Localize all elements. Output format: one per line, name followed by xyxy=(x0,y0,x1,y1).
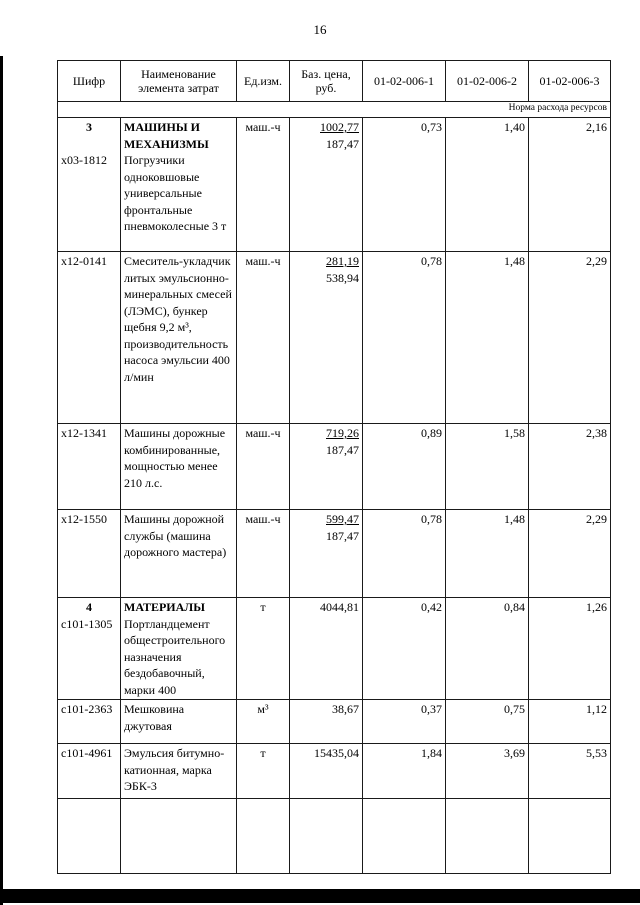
value-cell: 0,75 xyxy=(445,699,529,744)
value-cell: 0,78 xyxy=(362,509,446,598)
section-number: 3 xyxy=(86,120,92,134)
value-cell: 2,29 xyxy=(528,251,611,424)
header-row: Шифр Наименование элемента затрат Ед.изм… xyxy=(57,60,611,102)
price-cell: 4044,81 xyxy=(289,597,363,700)
price-denominator: 187,47 xyxy=(326,528,359,543)
unit-cell: маш.-ч xyxy=(236,251,290,424)
name-cell: Машины дорожной службы (машина дорожного… xyxy=(120,509,237,598)
price-cell: 38,67 xyxy=(289,699,363,744)
value-cell: 2,38 xyxy=(528,423,611,510)
value-cell: 1,12 xyxy=(528,699,611,744)
page-number: 16 xyxy=(313,22,327,37)
empty-cell xyxy=(120,798,237,874)
value-cell: 1,48 xyxy=(445,251,529,424)
value-cell: 0,42 xyxy=(362,597,446,700)
unit-cell: т xyxy=(236,597,290,700)
value-cell: 1,48 xyxy=(445,509,529,598)
scan-artifact-bottom xyxy=(0,889,640,903)
price-cell: 281,19 538,94 xyxy=(289,251,363,424)
section-title: МАШИНЫ И МЕХАНИЗМЫ xyxy=(124,120,209,151)
norma-label: Норма расхода ресурсов xyxy=(57,101,611,118)
code-cell: х12-0141 xyxy=(57,251,121,424)
code-cell: 3 х03-1812 xyxy=(57,117,121,252)
price-cell: 1002,77 187,47 xyxy=(289,117,363,252)
price-denominator: 538,94 xyxy=(326,270,359,285)
value-cell: 1,40 xyxy=(445,117,529,252)
empty-cell xyxy=(57,798,121,874)
empty-cell xyxy=(236,798,290,874)
unit-cell: маш.-ч xyxy=(236,509,290,598)
column-header: 01-02-006-3 xyxy=(528,60,611,102)
price-numerator: 599,47 xyxy=(326,512,359,526)
empty-cell xyxy=(362,798,446,874)
unit-cell: маш.-ч xyxy=(236,423,290,510)
table-row: 4 с101-1305 МАТЕРИАЛЫ Портландцемент общ… xyxy=(57,597,611,700)
column-header: 01-02-006-2 xyxy=(445,60,529,102)
price-cell: 599,47 187,47 xyxy=(289,509,363,598)
value-cell: 0,78 xyxy=(362,251,446,424)
name-cell: МАШИНЫ И МЕХАНИЗМЫ Погрузчики одноковшов… xyxy=(120,117,237,252)
price-cell: 719,26 187,47 xyxy=(289,423,363,510)
table-row: х12-1550 Машины дорожной службы (машина … xyxy=(57,509,611,598)
unit-cell: м³ xyxy=(236,699,290,744)
price-numerator: 1002,77 xyxy=(320,120,359,134)
table-row: х12-1341 Машины дорожные комбинированные… xyxy=(57,423,611,510)
price-denominator: 187,47 xyxy=(326,442,359,457)
unit-cell: т xyxy=(236,743,290,799)
value-cell: 1,58 xyxy=(445,423,529,510)
name-cell: Мешковина джутовая xyxy=(120,699,237,744)
price-cell: 15435,04 xyxy=(289,743,363,799)
empty-cell xyxy=(445,798,529,874)
code-cell: с101-4961 xyxy=(57,743,121,799)
name-cell: Смеситель-укладчик литых эмульсионно-мин… xyxy=(120,251,237,424)
unit-cell: маш.-ч xyxy=(236,117,290,252)
table-row: с101-4961 Эмульсия битумно-катионная, ма… xyxy=(57,743,611,799)
price-numerator: 281,19 xyxy=(326,254,359,268)
resource-code: х03-1812 xyxy=(61,153,107,167)
resource-name: Погрузчики одноковшовые универсальные фр… xyxy=(124,153,227,233)
scan-artifact-left xyxy=(0,56,3,905)
code-cell: 4 с101-1305 xyxy=(57,597,121,700)
price-numerator: 719,26 xyxy=(326,426,359,440)
name-cell: Машины дорожные комбинированные, мощност… xyxy=(120,423,237,510)
table-row: х12-0141 Смеситель-укладчик литых эмульс… xyxy=(57,251,611,424)
code-cell: х12-1341 xyxy=(57,423,121,510)
value-cell: 0,73 xyxy=(362,117,446,252)
empty-cell xyxy=(289,798,363,874)
column-header: Шифр xyxy=(57,60,121,102)
code-cell: с101-2363 xyxy=(57,699,121,744)
column-header: Наименование элемента затрат xyxy=(120,60,237,102)
value-cell: 0,37 xyxy=(362,699,446,744)
value-cell: 2,16 xyxy=(528,117,611,252)
name-cell: МАТЕРИАЛЫ Портландцемент общестроительно… xyxy=(120,597,237,700)
value-cell: 0,84 xyxy=(445,597,529,700)
value-cell: 0,89 xyxy=(362,423,446,510)
price-denominator: 187,47 xyxy=(326,136,359,151)
empty-cell xyxy=(528,798,611,874)
norma-row: Норма расхода ресурсов xyxy=(57,101,611,118)
resource-name: Портландцемент общестроительного назначе… xyxy=(124,616,226,697)
value-cell: 1,84 xyxy=(362,743,446,799)
section-number: 4 xyxy=(86,600,92,614)
table-row: с101-2363 Мешковина джутовая м³ 38,67 0,… xyxy=(57,699,611,744)
column-header: Ед.изм. xyxy=(236,60,290,102)
cost-table: Шифр Наименование элемента затрат Ед.изм… xyxy=(57,60,611,874)
empty-row xyxy=(57,798,611,874)
value-cell: 2,29 xyxy=(528,509,611,598)
column-header: Баз. цена, руб. xyxy=(289,60,363,102)
column-header: 01-02-006-1 xyxy=(362,60,446,102)
resource-code: с101-1305 xyxy=(61,616,113,631)
code-cell: х12-1550 xyxy=(57,509,121,598)
name-cell: Эмульсия битумно-катионная, марка ЭБК-3 xyxy=(120,743,237,799)
table-row: 3 х03-1812 МАШИНЫ И МЕХАНИЗМЫ Погрузчики… xyxy=(57,117,611,252)
value-cell: 1,26 xyxy=(528,597,611,700)
section-title: МАТЕРИАЛЫ xyxy=(124,600,205,614)
value-cell: 3,69 xyxy=(445,743,529,799)
value-cell: 5,53 xyxy=(528,743,611,799)
